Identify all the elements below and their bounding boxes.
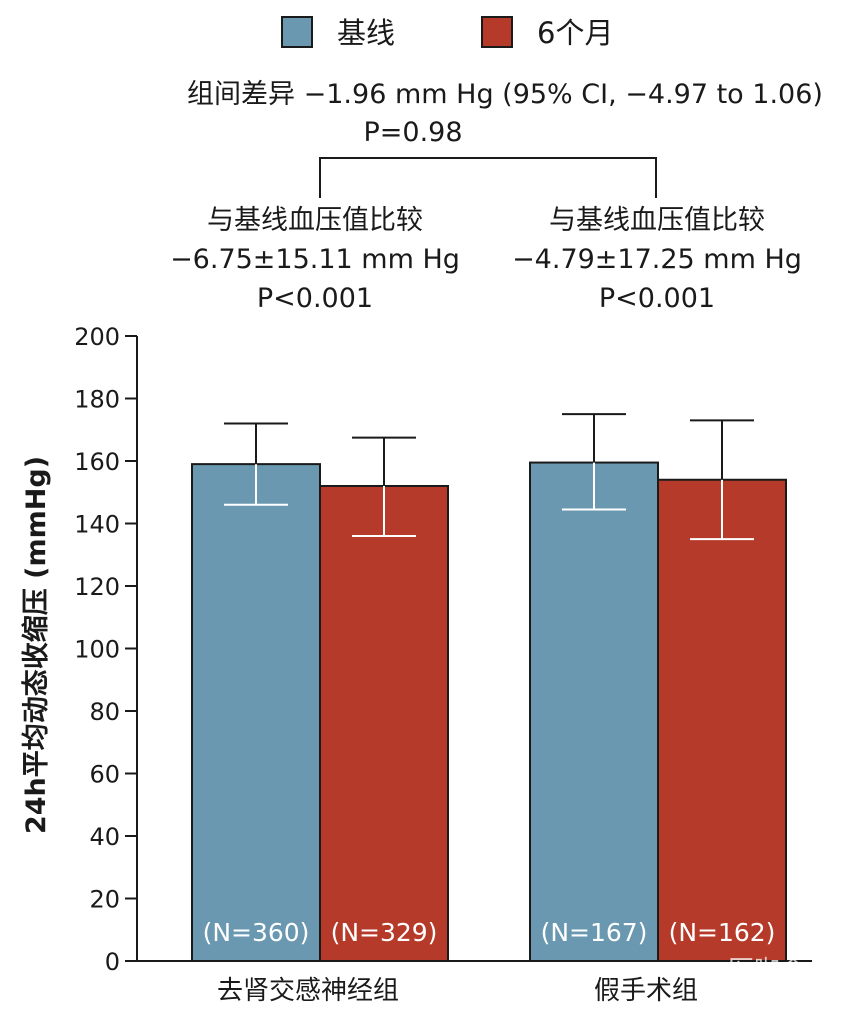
- y-tick-label: 100: [74, 636, 120, 664]
- within-group-change: −4.79±17.25 mm Hg: [512, 244, 802, 275]
- y-axis-label: 24h平均动态收缩压 (mmHg): [20, 456, 52, 834]
- sample-size-label: (N=329): [331, 918, 438, 947]
- bar: [319, 485, 449, 962]
- y-tick-label: 60: [89, 761, 120, 789]
- category-labels: 去肾交感神经组 假手术组: [217, 976, 698, 1006]
- bars-layer: (N=360) (N=329) (N=167) (N=162): [191, 413, 787, 962]
- within-group-p-value: P<0.001: [599, 283, 715, 314]
- category-label: 假手术组: [594, 976, 698, 1006]
- within-group-p-value: P<0.001: [257, 283, 373, 314]
- y-axis-ticks: 0 20 40 60 80 100 120 140 160 180 200: [74, 323, 137, 976]
- y-tick-label: 40: [89, 823, 120, 851]
- y-tick-label: 200: [74, 323, 120, 351]
- watermark-text: 医咖会: [728, 956, 806, 986]
- between-group-p-value: P=0.98: [363, 117, 462, 148]
- legend-label-6months: 6个月: [537, 16, 613, 50]
- legend-label-baseline: 基线: [337, 16, 395, 50]
- legend: 基线 6个月: [281, 16, 613, 50]
- category-label: 去肾交感神经组: [217, 976, 399, 1006]
- y-tick-label: 120: [74, 573, 120, 601]
- y-tick-label: 80: [89, 698, 120, 726]
- between-group-difference: 组间差异 −1.96 mm Hg (95% CI, −4.97 to 1.06): [187, 79, 823, 110]
- comparison-bracket: [319, 157, 657, 198]
- within-group-change: −6.75±15.11 mm Hg: [170, 244, 460, 275]
- y-tick-label: 140: [74, 511, 120, 539]
- legend-swatch-6months: [481, 16, 513, 48]
- within-group-title: 与基线血压值比较: [207, 205, 423, 236]
- within-group-annotation-1: 与基线血压值比较 −6.75±15.11 mm Hg P<0.001: [170, 205, 460, 314]
- axes: [136, 336, 812, 962]
- sample-size-label: (N=360): [203, 918, 310, 947]
- y-tick-label: 0: [105, 948, 120, 976]
- bar: [529, 461, 659, 962]
- y-tick-label: 20: [89, 886, 120, 914]
- sample-size-label: (N=162): [669, 918, 776, 947]
- within-group-title: 与基线血压值比较: [549, 205, 765, 236]
- legend-swatch-baseline: [281, 16, 313, 48]
- bar: [657, 478, 787, 962]
- sample-size-label: (N=167): [541, 918, 648, 947]
- bar: [191, 463, 321, 962]
- y-tick-label: 180: [74, 386, 120, 414]
- within-group-annotation-2: 与基线血压值比较 −4.79±17.25 mm Hg P<0.001: [512, 205, 802, 314]
- y-tick-label: 160: [74, 448, 120, 476]
